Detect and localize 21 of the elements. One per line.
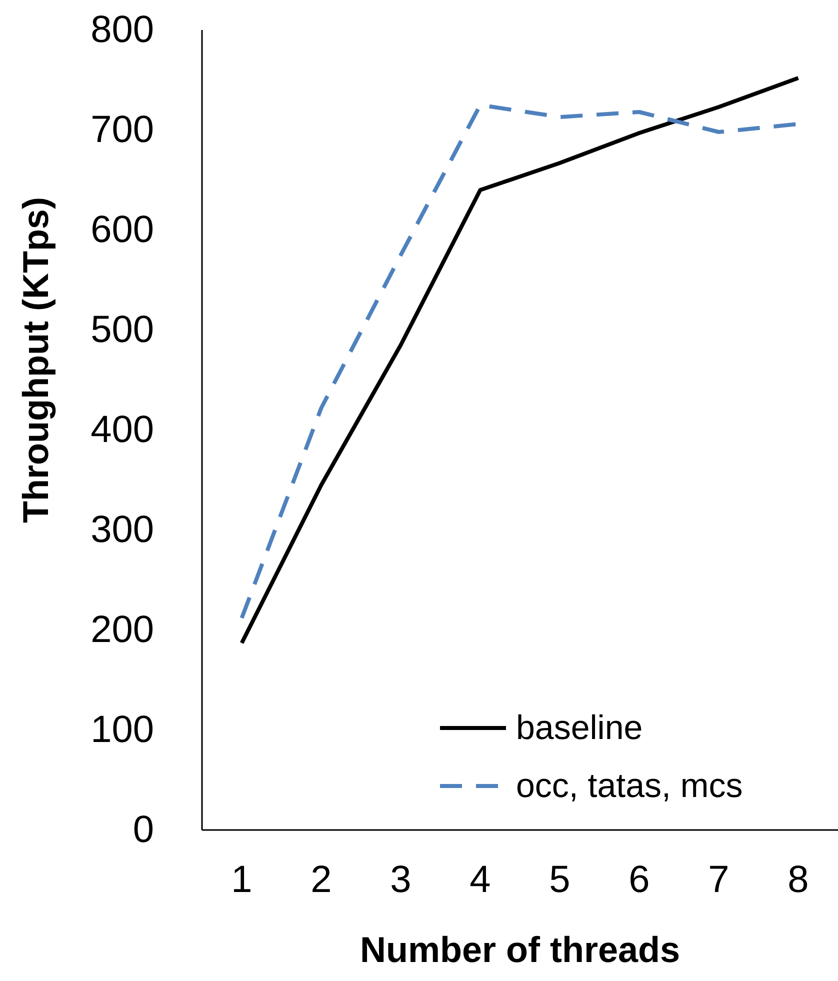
x-tick-label: 2 — [310, 859, 332, 901]
x-tick-label: 6 — [628, 859, 650, 901]
y-tick-label: 700 — [90, 109, 154, 151]
x-tick-label: 5 — [549, 859, 570, 901]
y-tick-label: 800 — [90, 9, 154, 51]
x-tick-label: 7 — [708, 859, 730, 901]
y-tick-label: 300 — [90, 509, 154, 551]
y-tick-label: 100 — [90, 709, 154, 751]
x-tick-label: 3 — [390, 859, 412, 901]
y-tick-label: 0 — [132, 809, 154, 851]
legend-label: occ, tatas, mcs — [516, 767, 743, 805]
y-tick-label: 200 — [90, 609, 154, 651]
y-axis-title: Throughput (KTps) — [15, 197, 56, 523]
y-tick-label: 600 — [90, 209, 154, 251]
x-axis-title: Number of threads — [360, 929, 680, 970]
x-tick-label: 8 — [788, 859, 809, 901]
legend-label: baseline — [516, 709, 643, 747]
y-tick-label: 500 — [90, 309, 154, 351]
x-tick-label: 4 — [470, 859, 491, 901]
x-tick-label: 1 — [231, 859, 252, 901]
y-tick-label: 400 — [90, 409, 154, 451]
